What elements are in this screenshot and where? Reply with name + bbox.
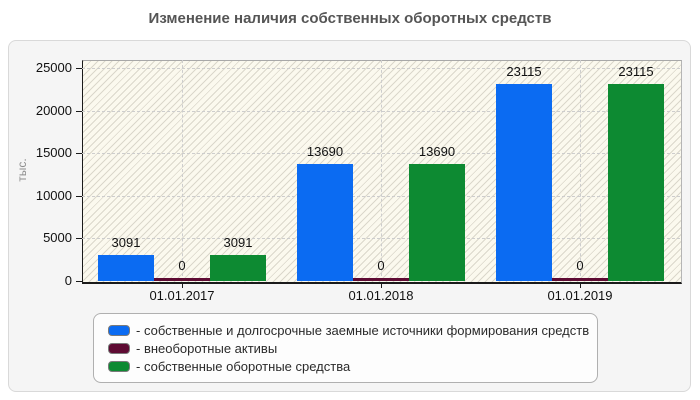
- bar-01.01.2017-series-0: [98, 255, 154, 281]
- y-tick-label: 15000: [35, 145, 72, 160]
- legend-item-1: - внеоборотные активы: [108, 341, 597, 356]
- y-tick-label: 5000: [43, 230, 72, 245]
- y-tick-mark: [76, 281, 82, 282]
- x-tick-mark: [182, 283, 183, 288]
- y-tick-mark: [76, 196, 82, 197]
- bar-01.01.2018-series-0: [297, 164, 353, 281]
- y-tick-label: 20000: [35, 103, 72, 118]
- bar-01.01.2017-series-1: [154, 278, 210, 281]
- x-tick-label: 01.01.2018: [348, 288, 414, 303]
- legend-label: - внеоборотные активы: [136, 340, 278, 356]
- legend-swatch-icon: [108, 324, 130, 336]
- bar-01.01.2017-series-2: [210, 255, 266, 281]
- x-tick-label: 01.01.2017: [149, 288, 215, 303]
- x-gridline: [381, 60, 382, 281]
- y-tick-mark: [76, 153, 82, 154]
- legend-item-2: - собственные оборотные средства: [108, 359, 597, 374]
- y-tick-mark: [76, 68, 82, 69]
- y-tick-label: 10000: [35, 188, 72, 203]
- y-tick-mark: [76, 238, 82, 239]
- bar-value-label: 3091: [223, 235, 253, 250]
- legend: - собственные и долгосрочные заемные ист…: [93, 313, 598, 383]
- bar-01.01.2018-series-1: [353, 278, 409, 281]
- legend-label: - собственные и долгосрочные заемные ист…: [136, 322, 590, 338]
- y-tick-label: 0: [64, 273, 72, 288]
- bar-01.01.2019-series-1: [552, 278, 608, 281]
- bar-value-label: 13690: [306, 144, 344, 159]
- x-gridline: [182, 60, 183, 281]
- x-tick-mark: [381, 283, 382, 288]
- y-tick-mark: [76, 111, 82, 112]
- x-gridline: [580, 60, 581, 281]
- bar-01.01.2019-series-0: [496, 84, 552, 281]
- bar-value-label: 23115: [506, 64, 542, 79]
- legend-swatch-icon: [108, 360, 130, 372]
- legend-label: - собственные оборотные средства: [136, 358, 351, 374]
- x-tick-label: 01.01.2019: [547, 288, 613, 303]
- bar-value-label: 13690: [418, 144, 456, 159]
- bar-value-label: 0: [377, 258, 385, 273]
- y-tick-label: 25000: [35, 60, 72, 75]
- legend-swatch-icon: [108, 342, 130, 354]
- chart-title: Изменение наличия собственных оборотных …: [148, 10, 552, 27]
- x-tick-mark: [580, 283, 581, 288]
- bar-value-label: 0: [576, 258, 584, 273]
- bar-value-label: 0: [178, 258, 186, 273]
- bar-value-label: 23115: [618, 64, 654, 79]
- bar-01.01.2019-series-2: [608, 84, 664, 281]
- legend-item-0: - собственные и долгосрочные заемные ист…: [108, 323, 597, 338]
- bar-01.01.2018-series-2: [409, 164, 465, 281]
- bar-value-label: 3091: [111, 235, 141, 250]
